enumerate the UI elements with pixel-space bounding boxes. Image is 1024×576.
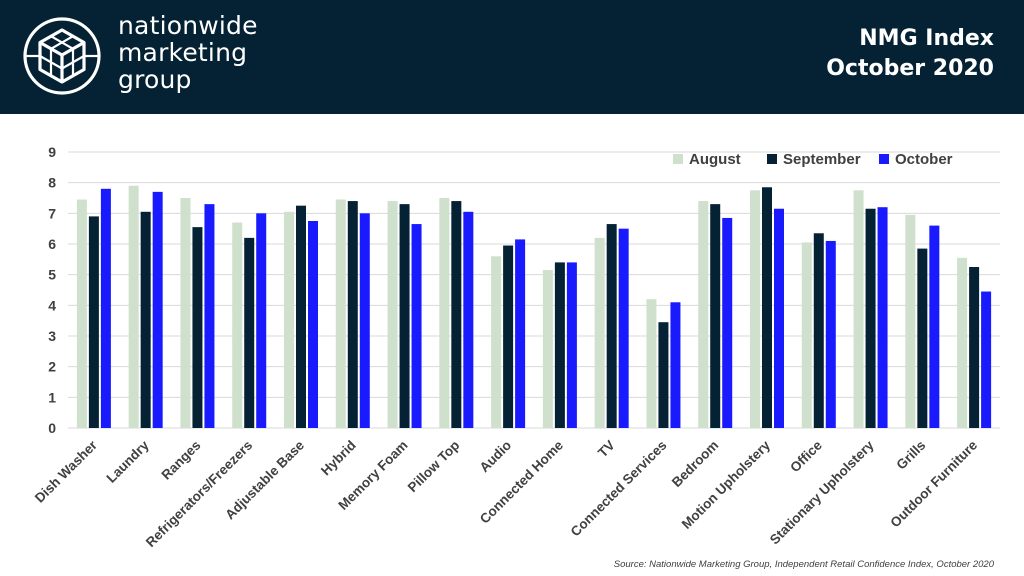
x-tick-label: Stationary Upholstery	[767, 437, 877, 547]
bar	[542, 270, 553, 428]
bar	[594, 237, 605, 428]
bar	[606, 224, 617, 428]
bar	[411, 224, 422, 428]
bar	[232, 222, 243, 428]
bar	[308, 221, 318, 428]
bar	[813, 233, 824, 428]
x-tick-label: Motion Upholstery	[679, 437, 774, 532]
bar	[284, 211, 294, 428]
bar	[387, 201, 398, 428]
legend-swatch	[767, 154, 777, 164]
bar	[825, 240, 836, 428]
x-tick-label: Audio	[477, 438, 515, 476]
bar	[698, 201, 709, 428]
bar	[865, 208, 876, 428]
y-tick-label: 0	[48, 420, 56, 436]
bar	[180, 198, 191, 428]
brand-line-3: group	[118, 65, 192, 94]
y-tick-label: 7	[48, 205, 56, 221]
x-tick-label: Office	[787, 437, 825, 475]
brand-line-1: nationwide	[118, 11, 258, 40]
y-tick-label: 3	[48, 328, 56, 344]
bar	[969, 267, 980, 428]
y-tick-label: 1	[48, 389, 56, 405]
bar	[503, 245, 514, 428]
title-line-1: NMG Index	[859, 26, 994, 51]
bar	[774, 208, 784, 428]
bar	[750, 190, 760, 428]
bar	[670, 302, 681, 428]
header-bar: nationwide marketing group NMG Index Oct…	[0, 0, 1024, 114]
bar	[554, 262, 565, 428]
bar-chart: 0 1 2 3 4 5 6 7 8 9 Dish Washer Laundry RangesRefrig…	[32, 144, 1000, 550]
bar	[515, 239, 526, 428]
bar	[929, 225, 940, 428]
bar	[646, 299, 657, 428]
x-tick-label: Dish Washer	[32, 437, 101, 506]
bar	[491, 256, 502, 428]
legend-label: October	[895, 151, 953, 168]
y-tick-label: 2	[48, 359, 56, 375]
bar	[335, 199, 346, 428]
y-tick-label: 6	[48, 236, 56, 252]
bar	[244, 237, 255, 428]
bar	[877, 207, 888, 428]
x-tick-label: Refrigerators/Freezers	[143, 438, 255, 550]
bar	[204, 204, 215, 428]
bar	[192, 227, 203, 428]
bar	[347, 201, 358, 428]
x-tick-label: Connected Services	[568, 438, 670, 540]
bar	[451, 201, 462, 428]
y-tick-label: 4	[48, 297, 56, 313]
bar	[76, 199, 87, 428]
x-tick-label: Pillow Top	[405, 438, 463, 496]
bar	[359, 213, 370, 428]
bar	[917, 248, 928, 428]
bar	[463, 211, 474, 428]
x-tick-label: TV	[595, 438, 618, 461]
y-tick-label: 9	[48, 144, 56, 160]
bar	[658, 322, 669, 428]
bar	[100, 188, 111, 428]
bar	[801, 242, 812, 428]
x-tick-label: Bedroom	[669, 438, 722, 491]
bar	[152, 191, 163, 428]
legend-label: August	[689, 151, 741, 168]
x-tick-label: Ranges	[158, 438, 203, 483]
bar	[762, 187, 772, 428]
legend-swatch	[673, 154, 683, 164]
bar	[618, 228, 629, 428]
brand-name: nationwide marketing group	[118, 12, 258, 93]
x-tick-label: Outdoor Furniture	[887, 437, 980, 530]
y-tick-label: 5	[48, 267, 56, 283]
cube-in-circle-logo-icon	[23, 17, 101, 95]
y-tick-label: 8	[48, 175, 56, 191]
bar	[566, 262, 577, 428]
page-title: NMG Index October 2020	[826, 24, 994, 84]
x-tick-label: Grills	[893, 438, 928, 473]
brand-line-2: marketing	[118, 38, 248, 67]
title-line-2: October 2020	[826, 56, 994, 81]
source-note: Source: Nationwide Marketing Group, Inde…	[613, 559, 994, 570]
bar	[399, 204, 410, 428]
legend-swatch	[879, 154, 889, 164]
bar	[439, 198, 450, 428]
x-tick-label: Hybrid	[318, 438, 359, 479]
bar	[88, 216, 99, 428]
bar	[853, 190, 864, 428]
bar	[296, 205, 306, 428]
bar	[957, 257, 968, 428]
legend-label: September	[783, 151, 861, 168]
bar	[128, 185, 139, 428]
bar	[710, 204, 721, 428]
bar	[905, 214, 916, 428]
bar	[140, 211, 151, 428]
bar	[256, 213, 267, 428]
x-tick-label: Laundry	[104, 437, 153, 486]
bar	[722, 217, 733, 428]
bar	[981, 291, 992, 428]
